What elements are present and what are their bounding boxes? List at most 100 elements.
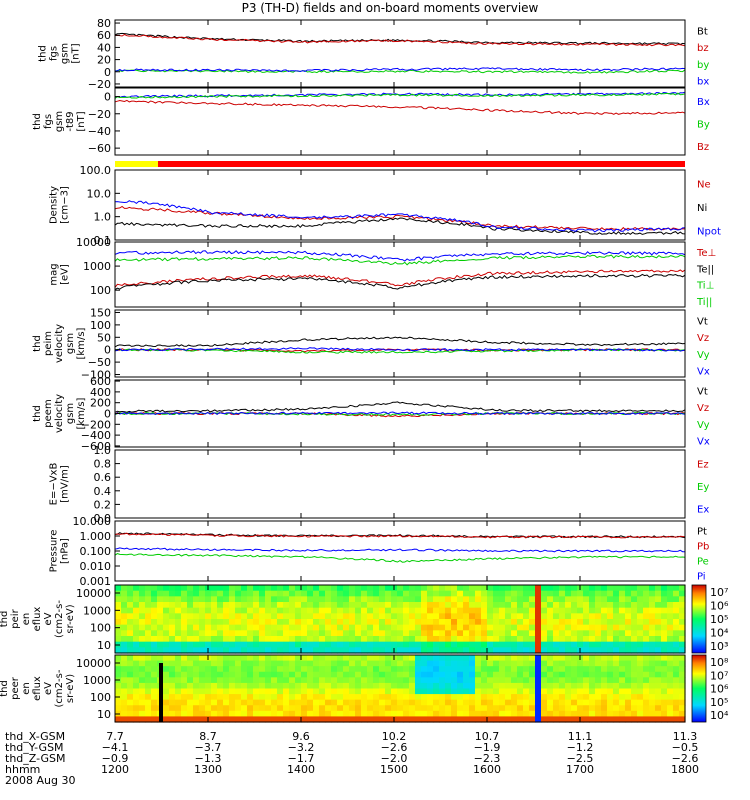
spectrogram-cell bbox=[199, 682, 206, 690]
spectrogram-cell bbox=[319, 630, 326, 637]
spectrogram-cell bbox=[415, 682, 422, 690]
spectrogram-cell bbox=[667, 590, 674, 597]
spectrogram-cell bbox=[631, 699, 638, 706]
y-axis-label: [km/s] bbox=[76, 327, 87, 359]
spectrogram-cell bbox=[655, 602, 662, 609]
spectrogram-cell bbox=[481, 716, 488, 723]
spectrogram-cell bbox=[553, 666, 560, 673]
spectrogram-cell bbox=[553, 630, 560, 637]
spectrogram-cell bbox=[655, 660, 662, 667]
spectrogram-cell bbox=[601, 710, 608, 718]
spectrogram-cell bbox=[379, 624, 386, 631]
spectrogram-cell bbox=[451, 607, 458, 614]
spectrogram-cell bbox=[133, 716, 140, 723]
spectrogram-cell bbox=[427, 613, 434, 620]
spectrogram-cell bbox=[361, 647, 368, 654]
spectrogram-cell bbox=[223, 624, 230, 631]
spectrogram-cell bbox=[241, 613, 248, 620]
spectrogram-cell bbox=[259, 607, 266, 614]
spectrogram-cell bbox=[187, 636, 194, 643]
spectrogram-cell bbox=[529, 602, 536, 609]
y-tick-label: 10.0 bbox=[87, 187, 112, 200]
spectrogram-cell bbox=[211, 688, 218, 695]
spectrogram-cell bbox=[595, 716, 602, 723]
spectrogram-cell bbox=[253, 671, 260, 678]
spectrogram-cell bbox=[283, 660, 290, 667]
spectrogram-cell bbox=[241, 660, 248, 667]
series-line bbox=[114, 250, 686, 262]
spectrogram-cell bbox=[163, 613, 170, 620]
spectrogram-cell bbox=[529, 596, 536, 603]
spectrogram-cell bbox=[409, 607, 416, 614]
spectrogram-cell bbox=[151, 619, 158, 626]
spectrogram-cell bbox=[667, 705, 674, 712]
spectrogram-cell bbox=[631, 630, 638, 637]
spectrogram-cell bbox=[421, 636, 428, 643]
spectrogram-cell bbox=[613, 694, 620, 701]
spectrogram-cell bbox=[235, 666, 242, 673]
spectrogram-cell bbox=[361, 619, 368, 626]
spectrogram-cell bbox=[211, 710, 218, 718]
spectrogram-cell bbox=[223, 613, 230, 620]
spectrogram-cell bbox=[241, 682, 248, 690]
spectrogram-cell bbox=[445, 641, 452, 648]
y-axis-label: gsm bbox=[65, 333, 76, 354]
spectrogram-cell bbox=[253, 585, 260, 592]
spectrogram-cell bbox=[193, 585, 200, 592]
spectrogram-cell bbox=[199, 655, 206, 662]
spectrogram-cell bbox=[517, 630, 524, 637]
spectrogram-cell bbox=[397, 613, 404, 620]
spectrogram-cell bbox=[121, 671, 128, 678]
footer-value: 11.3 bbox=[673, 730, 698, 743]
footer-value: −4.1 bbox=[102, 741, 129, 754]
spectrogram-cell bbox=[223, 688, 230, 695]
spectrogram-cell bbox=[673, 716, 680, 723]
spectrogram-cell bbox=[463, 613, 470, 620]
spectrogram-cell bbox=[403, 607, 410, 614]
spectrogram-cell bbox=[409, 705, 416, 712]
spectrogram-cell bbox=[613, 688, 620, 695]
spectrogram-cell bbox=[547, 636, 554, 643]
spectrogram-cell bbox=[535, 602, 542, 609]
spectrogram-cell bbox=[631, 596, 638, 603]
spectrogram-cell bbox=[511, 636, 518, 643]
spectrogram-cell bbox=[247, 607, 254, 614]
spectrogram-cell bbox=[181, 677, 188, 684]
spectrogram-cell bbox=[187, 655, 194, 662]
spectrogram-cell bbox=[229, 647, 236, 654]
spectrogram-cell bbox=[301, 699, 308, 706]
spectrogram-cell bbox=[439, 585, 446, 592]
spectrogram-cell bbox=[667, 666, 674, 673]
spectrogram-cell bbox=[253, 677, 260, 684]
spectrogram-cell bbox=[253, 666, 260, 673]
spectrogram-cell bbox=[439, 607, 446, 614]
spectrogram-cell bbox=[517, 671, 524, 678]
spectrogram-cell bbox=[355, 699, 362, 706]
spectrogram-cell bbox=[547, 666, 554, 673]
spectrogram-cell bbox=[469, 647, 476, 654]
spectrogram-cell bbox=[541, 602, 548, 609]
spectrogram-cell bbox=[499, 641, 506, 648]
spectrogram-cell bbox=[271, 666, 278, 673]
spectrogram-cell bbox=[211, 655, 218, 662]
spectrogram-cell bbox=[337, 682, 344, 690]
spectrogram-cell bbox=[241, 590, 248, 597]
spectrogram-cell bbox=[343, 682, 350, 690]
spectrogram-cell bbox=[217, 602, 224, 609]
spectrogram-cell bbox=[481, 607, 488, 614]
spectrogram-cell bbox=[667, 624, 674, 631]
spectrogram-cell bbox=[289, 585, 296, 592]
spectrogram-cell bbox=[547, 585, 554, 592]
spectrogram-cell bbox=[493, 624, 500, 631]
spectrogram-cell bbox=[361, 636, 368, 643]
spectrogram-cell bbox=[499, 596, 506, 603]
spectrogram-cell bbox=[151, 641, 158, 648]
spectrogram-cell bbox=[391, 671, 398, 678]
spectrogram-cell bbox=[391, 613, 398, 620]
spectrogram-cell bbox=[235, 682, 242, 690]
spectrogram-cell bbox=[343, 655, 350, 662]
spectrogram-cell bbox=[259, 710, 266, 718]
spectrogram-cell bbox=[409, 688, 416, 695]
spectrogram-cell bbox=[397, 602, 404, 609]
